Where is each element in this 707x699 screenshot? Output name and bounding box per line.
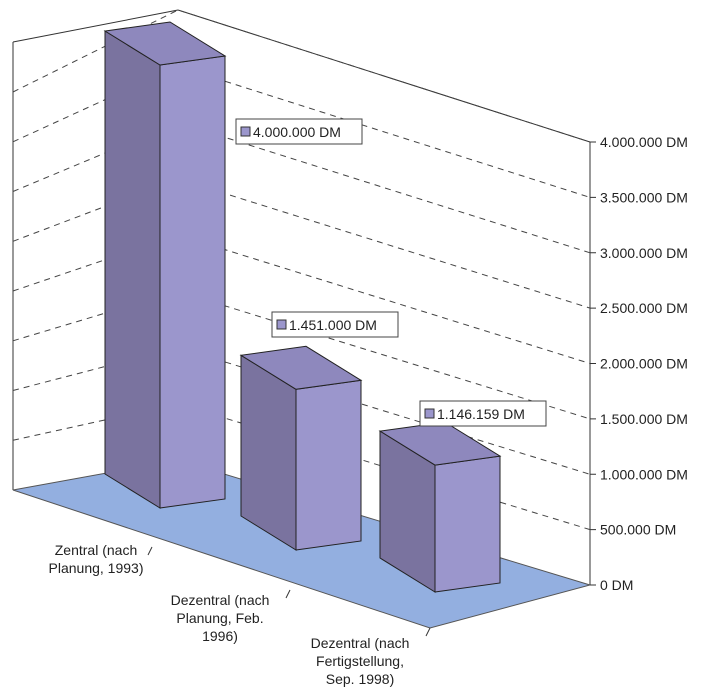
data-label-text: 4.000.000 DM <box>253 124 341 140</box>
data-label-marker <box>240 126 251 137</box>
y-tick-label: 2.500.000 DM <box>600 300 688 316</box>
data-label-text: 1.451.000 DM <box>289 317 377 333</box>
data-label-box <box>419 400 547 427</box>
data-label-marker <box>424 408 435 419</box>
bar-side-face <box>104 30 161 509</box>
y-tick-label: 3.000.000 DM <box>600 245 688 261</box>
category-label-line: Dezentral (nach <box>311 635 410 651</box>
category-label-line: Planung, Feb. <box>176 610 263 626</box>
gridline <box>12 178 591 309</box>
y-tick-label: 0 DM <box>600 577 633 593</box>
category-label-line: 1996) <box>202 628 238 644</box>
y-tick-label: 2.000.000 DM <box>600 356 688 372</box>
data-label-marker <box>276 319 287 330</box>
category-label: Dezentral (nach Planung, Feb. 1996) <box>171 592 270 644</box>
x-tick-mark <box>147 546 153 556</box>
category-label: Zentral (nach Planung, 1993) <box>49 542 144 576</box>
category-label-line: Dezentral (nach <box>171 592 270 608</box>
bars <box>103 21 502 593</box>
data-label: 1.451.000 DM <box>271 311 399 338</box>
bar-top-face <box>103 21 227 66</box>
data-label-box <box>271 311 399 338</box>
bar-top-face <box>239 345 363 390</box>
x-tick-mark <box>425 627 431 637</box>
y-tick-label: 3.500.000 DM <box>600 189 688 205</box>
category-label-line: Sep. 1998) <box>326 671 395 687</box>
bar-front-face <box>159 55 226 509</box>
bar-0 <box>103 21 227 509</box>
y-axis: 0 DM 500.000 DM 1.000.000 DM 1.500.000 DM 2.… <box>590 134 688 593</box>
bar-front-face <box>434 455 501 593</box>
bar-front-face <box>295 379 362 551</box>
back-wall-top-edge <box>12 9 179 43</box>
y-tick-label: 1.000.000 DM <box>600 466 688 482</box>
x-axis: Zentral (nach Planung, 1993) Dezentral (na… <box>49 542 431 687</box>
y-tick-label: 1.500.000 DM <box>600 411 688 427</box>
category-label-line: Planung, 1993) <box>49 560 144 576</box>
gridline <box>12 290 591 420</box>
y-tick-label: 500.000 DM <box>600 522 676 538</box>
data-label: 4.000.000 DM <box>235 118 363 145</box>
gridline <box>12 234 591 364</box>
category-label: Dezentral (nach Fertigstellung, Sep. 1998) <box>311 635 410 687</box>
category-label-line: Fertigstellung, <box>316 653 404 669</box>
data-label-text: 1.146.159 DM <box>437 406 525 422</box>
x-tick-mark <box>285 589 291 599</box>
y-tick-label: 4.000.000 DM <box>600 134 688 150</box>
bar-1 <box>239 345 363 551</box>
bar-2 <box>378 421 502 593</box>
data-labels: 4.000.000 DM 1.451.000 DM 1.146.159 DM <box>235 118 547 427</box>
data-label-box <box>235 118 363 145</box>
category-label-line: Zentral (nach <box>55 542 137 558</box>
data-label: 1.146.159 DM <box>419 400 547 427</box>
